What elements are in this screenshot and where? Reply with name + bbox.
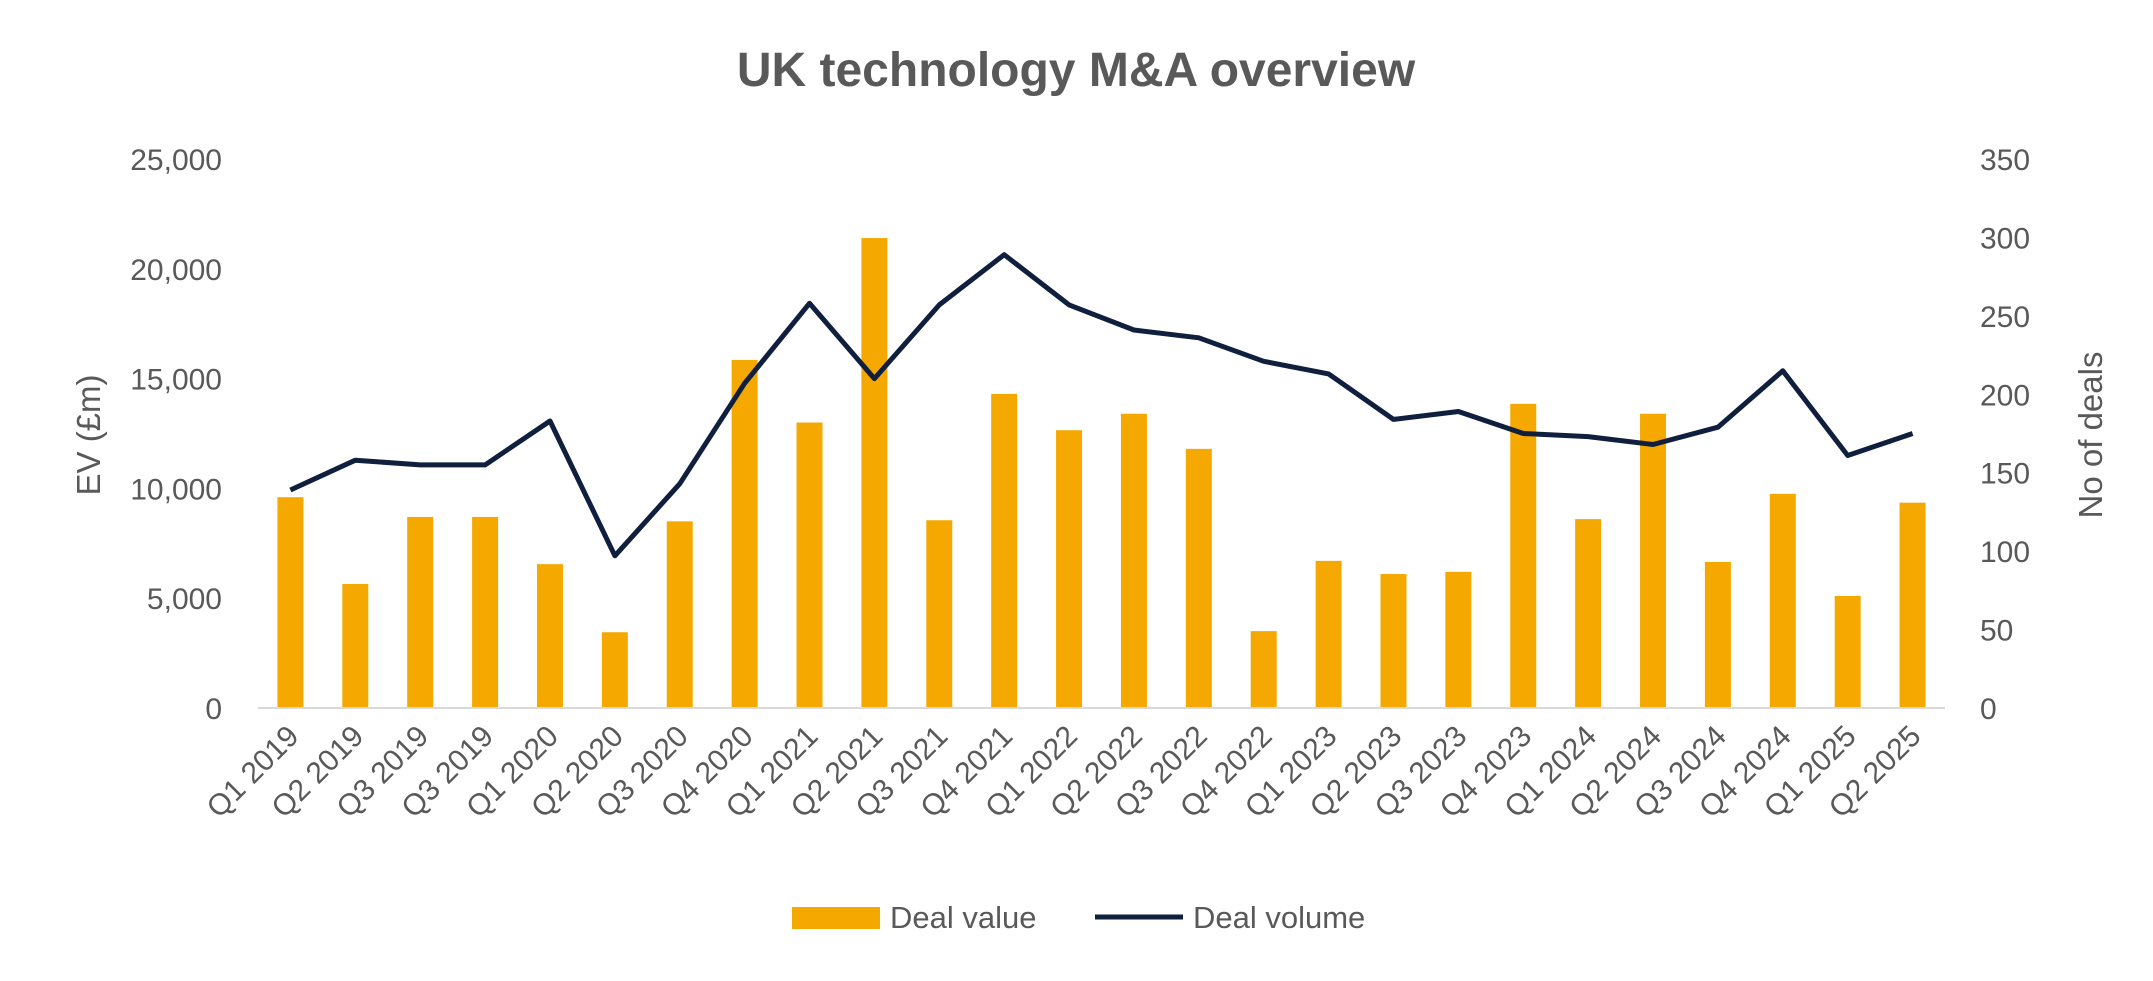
- deal-value-bar: [1120, 413, 1147, 708]
- right-axis-ticks: 0 50 100 150 200 250 300 350: [1980, 144, 2030, 726]
- right-tick-label: 50: [1980, 615, 2013, 648]
- left-tick-label: 15,000: [130, 364, 222, 397]
- right-tick-label: 200: [1980, 379, 2030, 412]
- right-tick-label: 100: [1980, 536, 2030, 569]
- deal-value-bar: [472, 516, 499, 708]
- deal-value-bar: [731, 359, 758, 708]
- left-tick-label: 20,000: [130, 254, 222, 287]
- left-tick-label: 5,000: [147, 583, 222, 616]
- deal-value-bar: [1380, 574, 1407, 708]
- left-tick-label: 0: [205, 693, 222, 726]
- right-tick-label: 350: [1980, 144, 2030, 177]
- left-tick-label: 25,000: [130, 144, 222, 177]
- deal-value-bar: [1056, 430, 1083, 708]
- right-tick-label: 250: [1980, 301, 2030, 334]
- left-axis-ticks: 0 5,000 10,000 15,000 20,000 25,000: [130, 144, 222, 726]
- deal-value-bar: [1510, 403, 1537, 708]
- deal-value-bar: [1445, 571, 1472, 708]
- deal-value-bar: [407, 516, 434, 708]
- deal-value-bar: [861, 238, 888, 708]
- legend-deal-value-swatch: [792, 907, 880, 929]
- deal-value-bar: [1640, 413, 1667, 708]
- right-tick-label: 150: [1980, 458, 2030, 491]
- legend-deal-volume-label: Deal volume: [1193, 900, 1365, 935]
- right-axis-title: No of deals: [2072, 352, 2109, 519]
- deal-value-bar: [342, 583, 369, 708]
- deal-value-bar: [1899, 502, 1926, 708]
- deal-value-bar: [796, 422, 823, 708]
- deal-volume-line: [289, 252, 1914, 559]
- deal-value-bar: [991, 393, 1018, 708]
- deal-value-bar: [666, 521, 693, 708]
- deal-value-bar: [1250, 631, 1277, 708]
- deal-value-bar: [1185, 448, 1212, 708]
- left-tick-label: 10,000: [130, 473, 222, 506]
- deal-value-bar: [1704, 561, 1731, 708]
- legend-deal-value-label: Deal value: [890, 900, 1036, 935]
- deal-value-bar: [601, 632, 628, 708]
- deal-value-bar: [1315, 560, 1342, 708]
- deal-value-bar: [1834, 596, 1861, 708]
- right-tick-label: 0: [1980, 693, 1997, 726]
- right-tick-label: 300: [1980, 222, 2030, 255]
- deal-value-bar: [926, 520, 953, 708]
- left-axis-title: EV (£m): [70, 374, 107, 495]
- deal-value-bar: [536, 564, 563, 708]
- deal-value-bar: [1575, 519, 1602, 708]
- deal-value-bars: [277, 238, 1926, 708]
- chart-title: UK technology M&A overview: [737, 44, 1416, 97]
- legend: Deal value Deal volume: [792, 900, 1365, 935]
- deal-value-bar: [277, 497, 304, 708]
- deal-value-bar: [1769, 493, 1796, 708]
